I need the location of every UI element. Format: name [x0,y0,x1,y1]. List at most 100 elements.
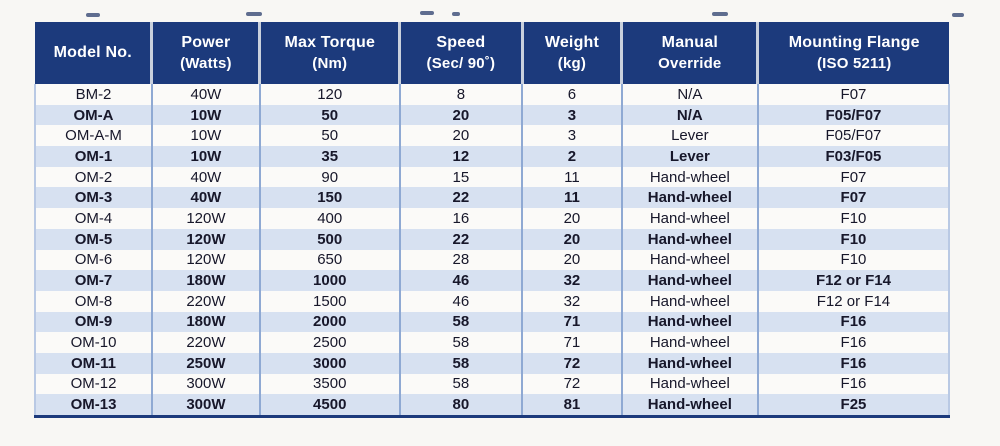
cell-weight: 81 [521,394,622,419]
cell-speed: 8 [398,84,523,105]
cell-model: OM-5 [34,228,152,250]
cell-weight: 20 [521,228,622,250]
cell-power: 180W [150,311,260,333]
cell-override: Hand-wheel [620,290,758,312]
header-label: Speed [436,33,486,51]
table-row: OM-11 250W 3000 58 72 Hand-wheel F16 [34,352,951,374]
cell-speed: 20 [398,104,523,126]
cell-torque: 4500 [258,394,400,419]
table-row: OM-8 220W 1500 46 32 Hand-wheel F12 or F14 [34,290,951,312]
header-row: Model No. Power (Watts) Max Torque (Nm) … [35,22,949,84]
cell-flange: F12 or F14 [756,270,951,291]
cell-weight: 20 [521,208,622,229]
cell-speed: 58 [398,332,523,353]
cell-power: 300W [150,394,260,419]
cell-power: 180W [150,270,260,291]
cell-torque: 3500 [258,373,400,395]
cell-model: OM-13 [34,394,152,419]
cell-weight: 72 [521,373,622,395]
cell-speed: 46 [398,270,523,291]
cell-flange: F05/F07 [756,125,951,147]
cell-model: OM-12 [34,373,152,395]
cell-model: OM-A-M [34,125,152,147]
table-body: BM-2 40W 120 8 6 N/A F07 OM-A 10W 50 20 3 N/A F05/F07… [34,84,951,419]
cell-speed: 80 [398,394,523,419]
cell-model: OM-A [34,104,152,126]
cell-speed: 28 [398,249,523,271]
header-sublabel: (kg) [557,54,587,72]
cell-model: OM-8 [34,290,152,312]
header-label: Max Torque [284,33,376,51]
spec-table: Model No. Power (Watts) Max Torque (Nm) … [34,22,951,419]
cell-flange: F16 [756,332,951,353]
table-row: OM-A-M 10W 50 20 3 Lever F05/F07 [34,125,951,147]
col-header-model: Model No. [35,22,152,84]
table-row: OM-A 10W 50 20 3 N/A F05/F07 [34,104,951,126]
cell-speed: 58 [398,373,523,395]
header-label: Power [181,33,231,51]
cell-flange: F03/F05 [756,146,951,167]
cell-weight: 3 [521,104,622,126]
cell-weight: 20 [521,249,622,271]
cell-flange: F07 [756,166,951,188]
cell-flange: F25 [756,394,951,419]
cell-speed: 22 [398,228,523,250]
table-row: OM-9 180W 2000 58 71 Hand-wheel F16 [34,311,951,333]
cell-override: Hand-wheel [620,187,758,209]
cell-torque: 1000 [258,270,400,291]
table-row: OM-4 120W 400 16 20 Hand-wheel F10 [34,208,951,229]
table-row: OM-13 300W 4500 80 81 Hand-wheel F25 [34,394,951,419]
header-label: Manual [661,33,718,51]
col-header-override: Manual Override [620,22,758,84]
table-row: OM-5 120W 500 22 20 Hand-wheel F10 [34,228,951,250]
cell-power: 120W [150,208,260,229]
cell-override: Hand-wheel [620,373,758,395]
cell-override: N/A [620,104,758,126]
cell-torque: 2500 [258,332,400,353]
cell-weight: 32 [521,290,622,312]
cell-power: 10W [150,146,260,167]
scan-artifact [452,12,460,16]
cell-override: Hand-wheel [620,249,758,271]
cell-override: Hand-wheel [620,270,758,291]
cell-override: Hand-wheel [620,394,758,419]
table-row: OM-12 300W 3500 58 72 Hand-wheel F16 [34,373,951,395]
cell-weight: 71 [521,311,622,333]
cell-torque: 500 [258,228,400,250]
cell-weight: 11 [521,187,622,209]
cell-model: OM-9 [34,311,152,333]
cell-flange: F10 [756,208,951,229]
cell-power: 40W [150,84,260,105]
header-sublabel: (Nm) [312,54,348,72]
scan-artifact [246,12,262,16]
cell-weight: 11 [521,166,622,188]
cell-power: 250W [150,352,260,374]
cell-speed: 12 [398,146,523,167]
cell-override: N/A [620,84,758,105]
cell-override: Hand-wheel [620,352,758,374]
cell-flange: F05/F07 [756,104,951,126]
cell-power: 220W [150,290,260,312]
cell-weight: 32 [521,270,622,291]
header-sublabel: (ISO 5211) [816,54,892,72]
cell-weight: 2 [521,146,622,167]
table-row: OM-7 180W 1000 46 32 Hand-wheel F12 or F14 [34,270,951,291]
cell-weight: 3 [521,125,622,147]
cell-power: 40W [150,187,260,209]
cell-model: OM-3 [34,187,152,209]
cell-model: OM-6 [34,249,152,271]
cell-torque: 120 [258,84,400,105]
header-label: Weight [544,33,600,51]
table-row: OM-2 40W 90 15 11 Hand-wheel F07 [34,166,951,188]
cell-speed: 16 [398,208,523,229]
cell-flange: F16 [756,352,951,374]
cell-power: 40W [150,166,260,188]
cell-torque: 35 [258,146,400,167]
cell-model: OM-4 [34,208,152,229]
col-header-speed: Speed (Sec/ 90˚) [398,22,523,84]
cell-weight: 6 [521,84,622,105]
header-sublabel: (Sec/ 90˚) [426,54,496,72]
cell-flange: F10 [756,249,951,271]
cell-speed: 15 [398,166,523,188]
